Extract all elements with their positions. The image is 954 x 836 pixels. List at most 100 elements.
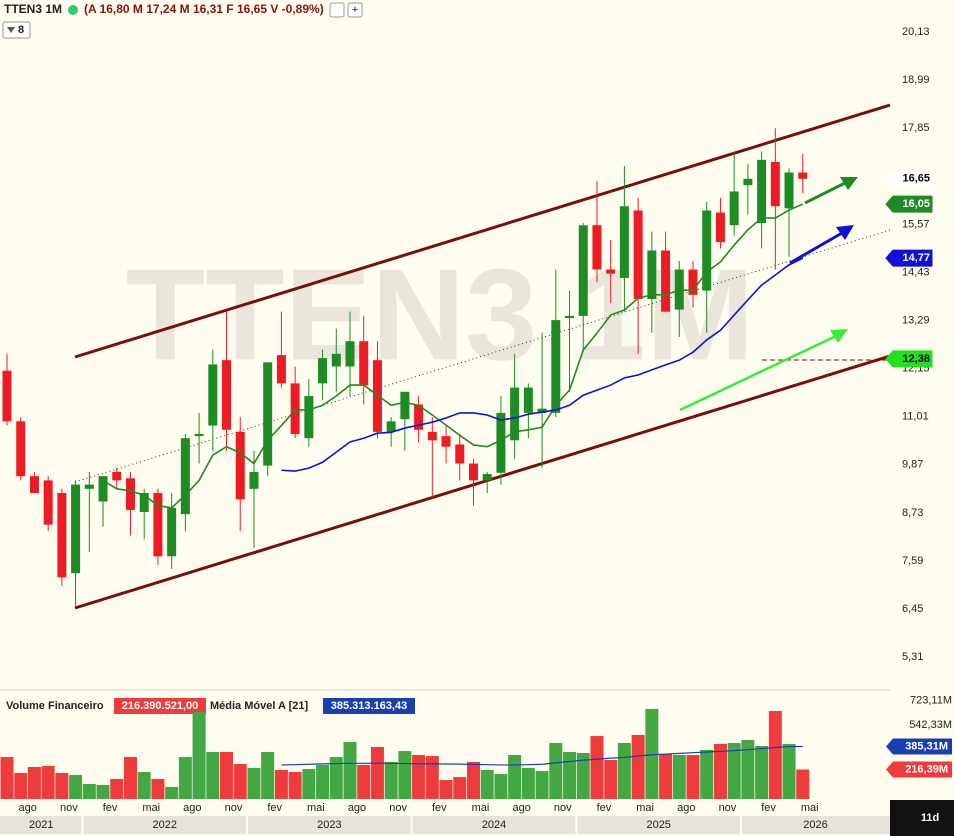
candle-body <box>98 476 108 502</box>
year-label: 2021 <box>29 819 53 831</box>
x-tick-label: mai <box>801 802 819 814</box>
x-tick-label: nov <box>60 802 78 814</box>
candle-body <box>565 315 575 319</box>
x-tick-label: fev <box>432 802 447 814</box>
y-tick-label: 8,73 <box>902 507 923 519</box>
volume-bar <box>535 770 549 799</box>
volume-bar <box>343 742 357 799</box>
candle-body <box>249 471 259 489</box>
candle-body <box>125 478 135 510</box>
price-marker-label: 16,05 <box>902 198 930 210</box>
candle-body <box>427 431 437 441</box>
plus-icon[interactable]: + <box>352 4 358 16</box>
y-tick-label: 7,59 <box>902 555 923 567</box>
volume-bar <box>645 708 659 799</box>
x-tick-label: mai <box>142 802 160 814</box>
volume-bar <box>288 772 302 799</box>
volume-bar <box>631 734 645 799</box>
button[interactable] <box>329 2 345 18</box>
volume-bar <box>302 769 316 799</box>
candle-body <box>112 471 122 481</box>
volume-bar <box>274 769 288 799</box>
volume-marker <box>886 738 952 755</box>
volume-bar <box>439 780 453 799</box>
x-tick-label: fev <box>597 802 612 814</box>
candle-body <box>647 250 657 300</box>
timer-box <box>890 800 954 836</box>
year-label: 2024 <box>482 819 506 831</box>
volume-marker-label: 385,31M <box>905 740 948 752</box>
volume-bar <box>494 774 508 799</box>
volume-bar <box>27 766 41 799</box>
label-box <box>323 698 415 714</box>
arrow <box>679 334 837 412</box>
candle-body <box>359 341 369 386</box>
indicator-toggle[interactable] <box>2 21 31 39</box>
candle-body <box>798 172 808 179</box>
x-tick-label: mai <box>636 802 654 814</box>
candle-body <box>167 507 177 557</box>
x-tick-label: mai <box>472 802 490 814</box>
candle-body <box>592 225 602 270</box>
y-tick-label: 6,45 <box>902 603 923 615</box>
volume-bar <box>672 754 686 799</box>
volume-bar <box>412 754 426 799</box>
candle-body <box>757 159 767 224</box>
x-tick-label: nov <box>719 802 737 814</box>
volume-bar <box>82 784 96 799</box>
year-label: 2026 <box>803 819 827 831</box>
volume-bar <box>316 764 330 799</box>
volume-last: 216.390.521,00 <box>122 700 198 712</box>
candle-body <box>606 269 616 274</box>
volume-bar <box>14 772 28 799</box>
candle-body <box>414 404 424 430</box>
candle-body <box>29 476 39 494</box>
volume-bar <box>659 754 673 799</box>
volume-bar <box>755 745 769 799</box>
arrow-head <box>836 225 854 240</box>
volume-bar <box>700 749 714 799</box>
candles <box>2 128 808 607</box>
candle-body <box>386 421 396 432</box>
candle-body <box>537 408 547 413</box>
price-marker <box>885 350 933 368</box>
candle-body <box>304 396 314 439</box>
volume-bar <box>576 752 590 799</box>
volume-bar <box>466 761 480 799</box>
watermark: TTEN3 1M <box>126 241 754 387</box>
y-tick-label: 13,29 <box>902 314 930 326</box>
volume-bar <box>220 751 234 799</box>
button[interactable] <box>347 2 363 18</box>
volume-bar <box>590 736 604 799</box>
candle-body <box>729 191 739 226</box>
price-marker <box>885 249 933 267</box>
y-tick-label: 9,87 <box>902 459 923 471</box>
volume-bar <box>796 769 810 799</box>
y-tick-label: 20,13 <box>902 26 930 38</box>
arrow <box>804 181 846 205</box>
candle-body <box>715 212 725 243</box>
price-marker <box>885 195 933 213</box>
y-tick-label: 723,11M <box>910 694 952 706</box>
x-tick-label: ago <box>183 802 201 814</box>
candle-body <box>331 353 341 367</box>
candle-body <box>551 320 561 413</box>
timer: 11d <box>921 812 939 824</box>
candle-body <box>496 412 506 473</box>
arrow-head <box>830 329 848 343</box>
price-marker-label: 16,65 <box>902 173 930 185</box>
volume-ma <box>281 745 803 766</box>
candle-body <box>661 250 671 312</box>
x-tick-label: ago <box>512 802 530 814</box>
candle-body <box>784 172 794 209</box>
x-tick-label: fev <box>103 802 118 814</box>
year-label: 2025 <box>646 819 670 831</box>
volume-bar <box>768 710 782 799</box>
x-tick-label: ago <box>19 802 37 814</box>
channel-lower <box>74 354 891 610</box>
candle-body <box>510 387 520 441</box>
indicator-count: 8 <box>18 24 24 36</box>
volume-bar <box>563 751 577 799</box>
